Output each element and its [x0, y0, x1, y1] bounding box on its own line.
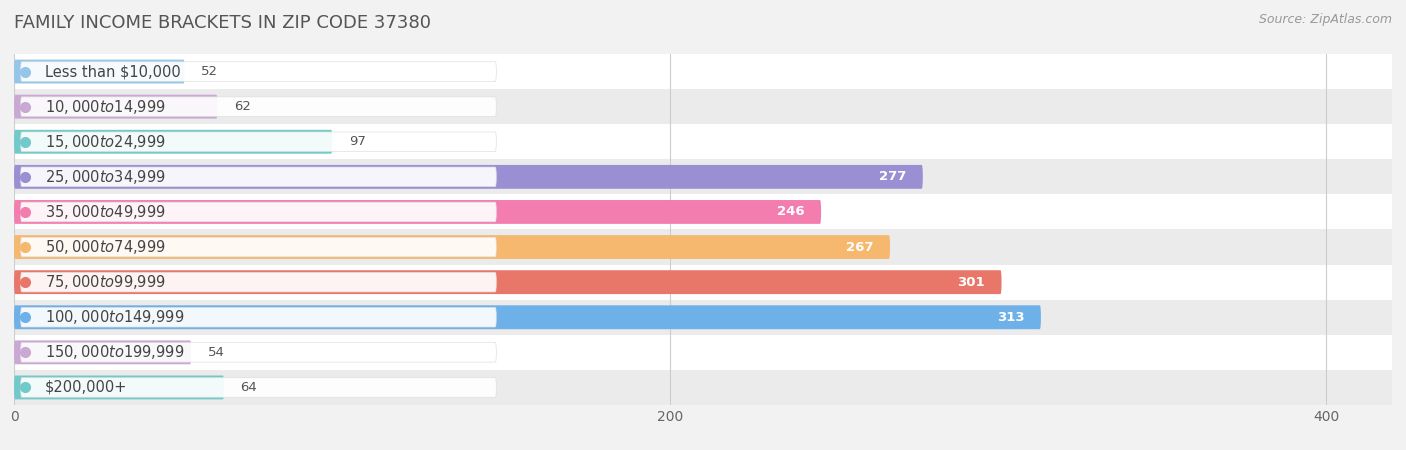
Bar [14, 194, 1392, 230]
FancyBboxPatch shape [14, 375, 224, 400]
FancyBboxPatch shape [21, 378, 496, 397]
Text: 246: 246 [778, 206, 804, 218]
Bar [14, 230, 1392, 265]
Text: 313: 313 [997, 311, 1025, 324]
Text: $100,000 to $149,999: $100,000 to $149,999 [45, 308, 184, 326]
Bar [14, 54, 1392, 89]
Text: 62: 62 [233, 100, 250, 113]
Text: 52: 52 [201, 65, 218, 78]
Text: $150,000 to $199,999: $150,000 to $199,999 [45, 343, 184, 361]
FancyBboxPatch shape [21, 202, 496, 222]
FancyBboxPatch shape [14, 270, 1001, 294]
FancyBboxPatch shape [21, 97, 496, 117]
Text: $15,000 to $24,999: $15,000 to $24,999 [45, 133, 166, 151]
FancyBboxPatch shape [14, 340, 191, 364]
FancyBboxPatch shape [21, 237, 496, 257]
Text: Less than $10,000: Less than $10,000 [45, 64, 180, 79]
FancyBboxPatch shape [21, 132, 496, 152]
Text: 267: 267 [846, 241, 873, 253]
Text: 54: 54 [208, 346, 225, 359]
Text: $75,000 to $99,999: $75,000 to $99,999 [45, 273, 166, 291]
Text: 97: 97 [349, 135, 366, 148]
FancyBboxPatch shape [14, 94, 218, 119]
FancyBboxPatch shape [14, 59, 184, 84]
Bar [14, 89, 1392, 124]
Text: 64: 64 [240, 381, 257, 394]
Text: 301: 301 [957, 276, 986, 288]
FancyBboxPatch shape [21, 307, 496, 327]
Text: $50,000 to $74,999: $50,000 to $74,999 [45, 238, 166, 256]
FancyBboxPatch shape [14, 305, 1040, 329]
FancyBboxPatch shape [21, 167, 496, 187]
Text: 277: 277 [879, 171, 907, 183]
FancyBboxPatch shape [21, 62, 496, 81]
FancyBboxPatch shape [14, 130, 332, 154]
Bar [14, 300, 1392, 335]
Bar [14, 265, 1392, 300]
Text: Source: ZipAtlas.com: Source: ZipAtlas.com [1258, 14, 1392, 27]
Text: $10,000 to $14,999: $10,000 to $14,999 [45, 98, 166, 116]
Text: $35,000 to $49,999: $35,000 to $49,999 [45, 203, 166, 221]
Bar [14, 124, 1392, 159]
FancyBboxPatch shape [14, 235, 890, 259]
Bar [14, 335, 1392, 370]
Text: FAMILY INCOME BRACKETS IN ZIP CODE 37380: FAMILY INCOME BRACKETS IN ZIP CODE 37380 [14, 14, 432, 32]
FancyBboxPatch shape [14, 165, 922, 189]
Text: $200,000+: $200,000+ [45, 380, 127, 395]
Bar [14, 370, 1392, 405]
Bar [14, 159, 1392, 194]
FancyBboxPatch shape [21, 342, 496, 362]
FancyBboxPatch shape [14, 200, 821, 224]
Text: $25,000 to $34,999: $25,000 to $34,999 [45, 168, 166, 186]
FancyBboxPatch shape [21, 272, 496, 292]
